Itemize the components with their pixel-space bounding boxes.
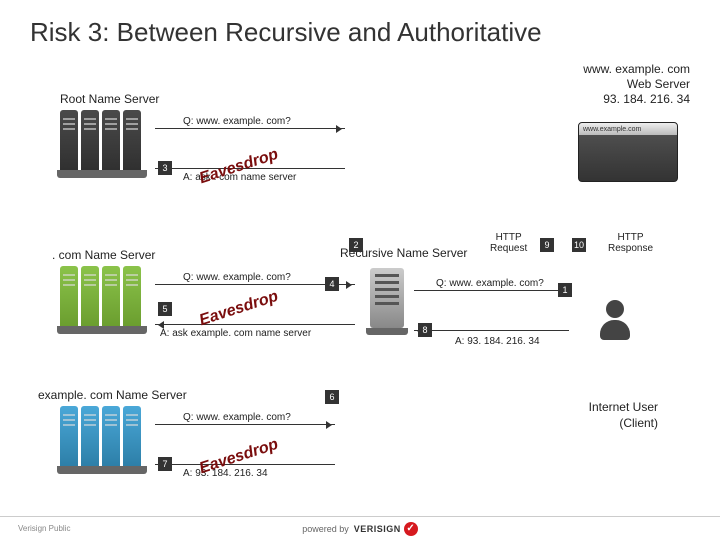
step-2: 2 [349, 238, 363, 252]
slide: Risk 3: Between Recursive and Authoritat… [0, 0, 720, 540]
q-ex-text: Q: www. example. com? [183, 412, 291, 423]
http-request-label: HTTP Request [490, 232, 527, 254]
arrow-a-user [414, 330, 569, 331]
arrow-q-user [414, 290, 569, 291]
webserver-label: www. example. com Web Server 93. 184. 21… [583, 62, 690, 107]
footer-powered: powered by [302, 524, 349, 534]
step-5: 5 [158, 302, 172, 316]
browser-url: www.example.com [583, 126, 641, 133]
verisign-brand: VERISIGN [354, 524, 401, 534]
browser-window: www.example.com [578, 122, 678, 182]
q-root-text: Q: www. example. com? [183, 116, 291, 127]
http-response-label: HTTP Response [608, 232, 653, 254]
footer: Verisign Public powered by VERISIGN ✓ [0, 516, 720, 540]
a-com-text: A: ask example. com name server [160, 328, 311, 339]
step-10: 10 [572, 238, 586, 252]
step-8: 8 [418, 323, 432, 337]
user-label: Internet User (Client) [589, 400, 658, 431]
a-user-text: A: 93. 184. 216. 34 [455, 336, 540, 347]
arrow-q-root [155, 128, 345, 129]
root-ns-label: Root Name Server [60, 92, 159, 106]
arrow-a-com [155, 324, 355, 325]
webserver-role: Web Server [583, 77, 690, 92]
webserver-host: www. example. com [583, 62, 690, 77]
browser-addressbar: www.example.com [579, 123, 677, 135]
webserver-ip: 93. 184. 216. 34 [583, 92, 690, 107]
user-line1: Internet User [589, 400, 658, 416]
arrow-q-ex [155, 424, 335, 425]
step-1: 1 [558, 283, 572, 297]
example-ns-rack [60, 406, 141, 466]
step-9: 9 [540, 238, 554, 252]
q-user-text: Q: www. example. com? [436, 278, 544, 289]
step-7: 7 [158, 457, 172, 471]
example-ns-label: example. com Name Server [38, 388, 187, 402]
root-ns-rack [60, 110, 141, 170]
user-icon [600, 300, 630, 340]
recursive-ns-icon [370, 268, 404, 328]
user-line2: (Client) [589, 416, 658, 432]
footer-left: Verisign Public [18, 524, 70, 533]
q-com-text: Q: www. example. com? [183, 272, 291, 283]
verisign-checkmark-icon: ✓ [404, 522, 418, 536]
step-6: 6 [325, 390, 339, 404]
step-3: 3 [158, 161, 172, 175]
com-ns-rack [60, 266, 141, 326]
step-4: 4 [325, 277, 339, 291]
com-ns-label: . com Name Server [52, 248, 155, 262]
verisign-logo: VERISIGN ✓ [354, 522, 418, 536]
slide-title: Risk 3: Between Recursive and Authoritat… [0, 0, 720, 52]
